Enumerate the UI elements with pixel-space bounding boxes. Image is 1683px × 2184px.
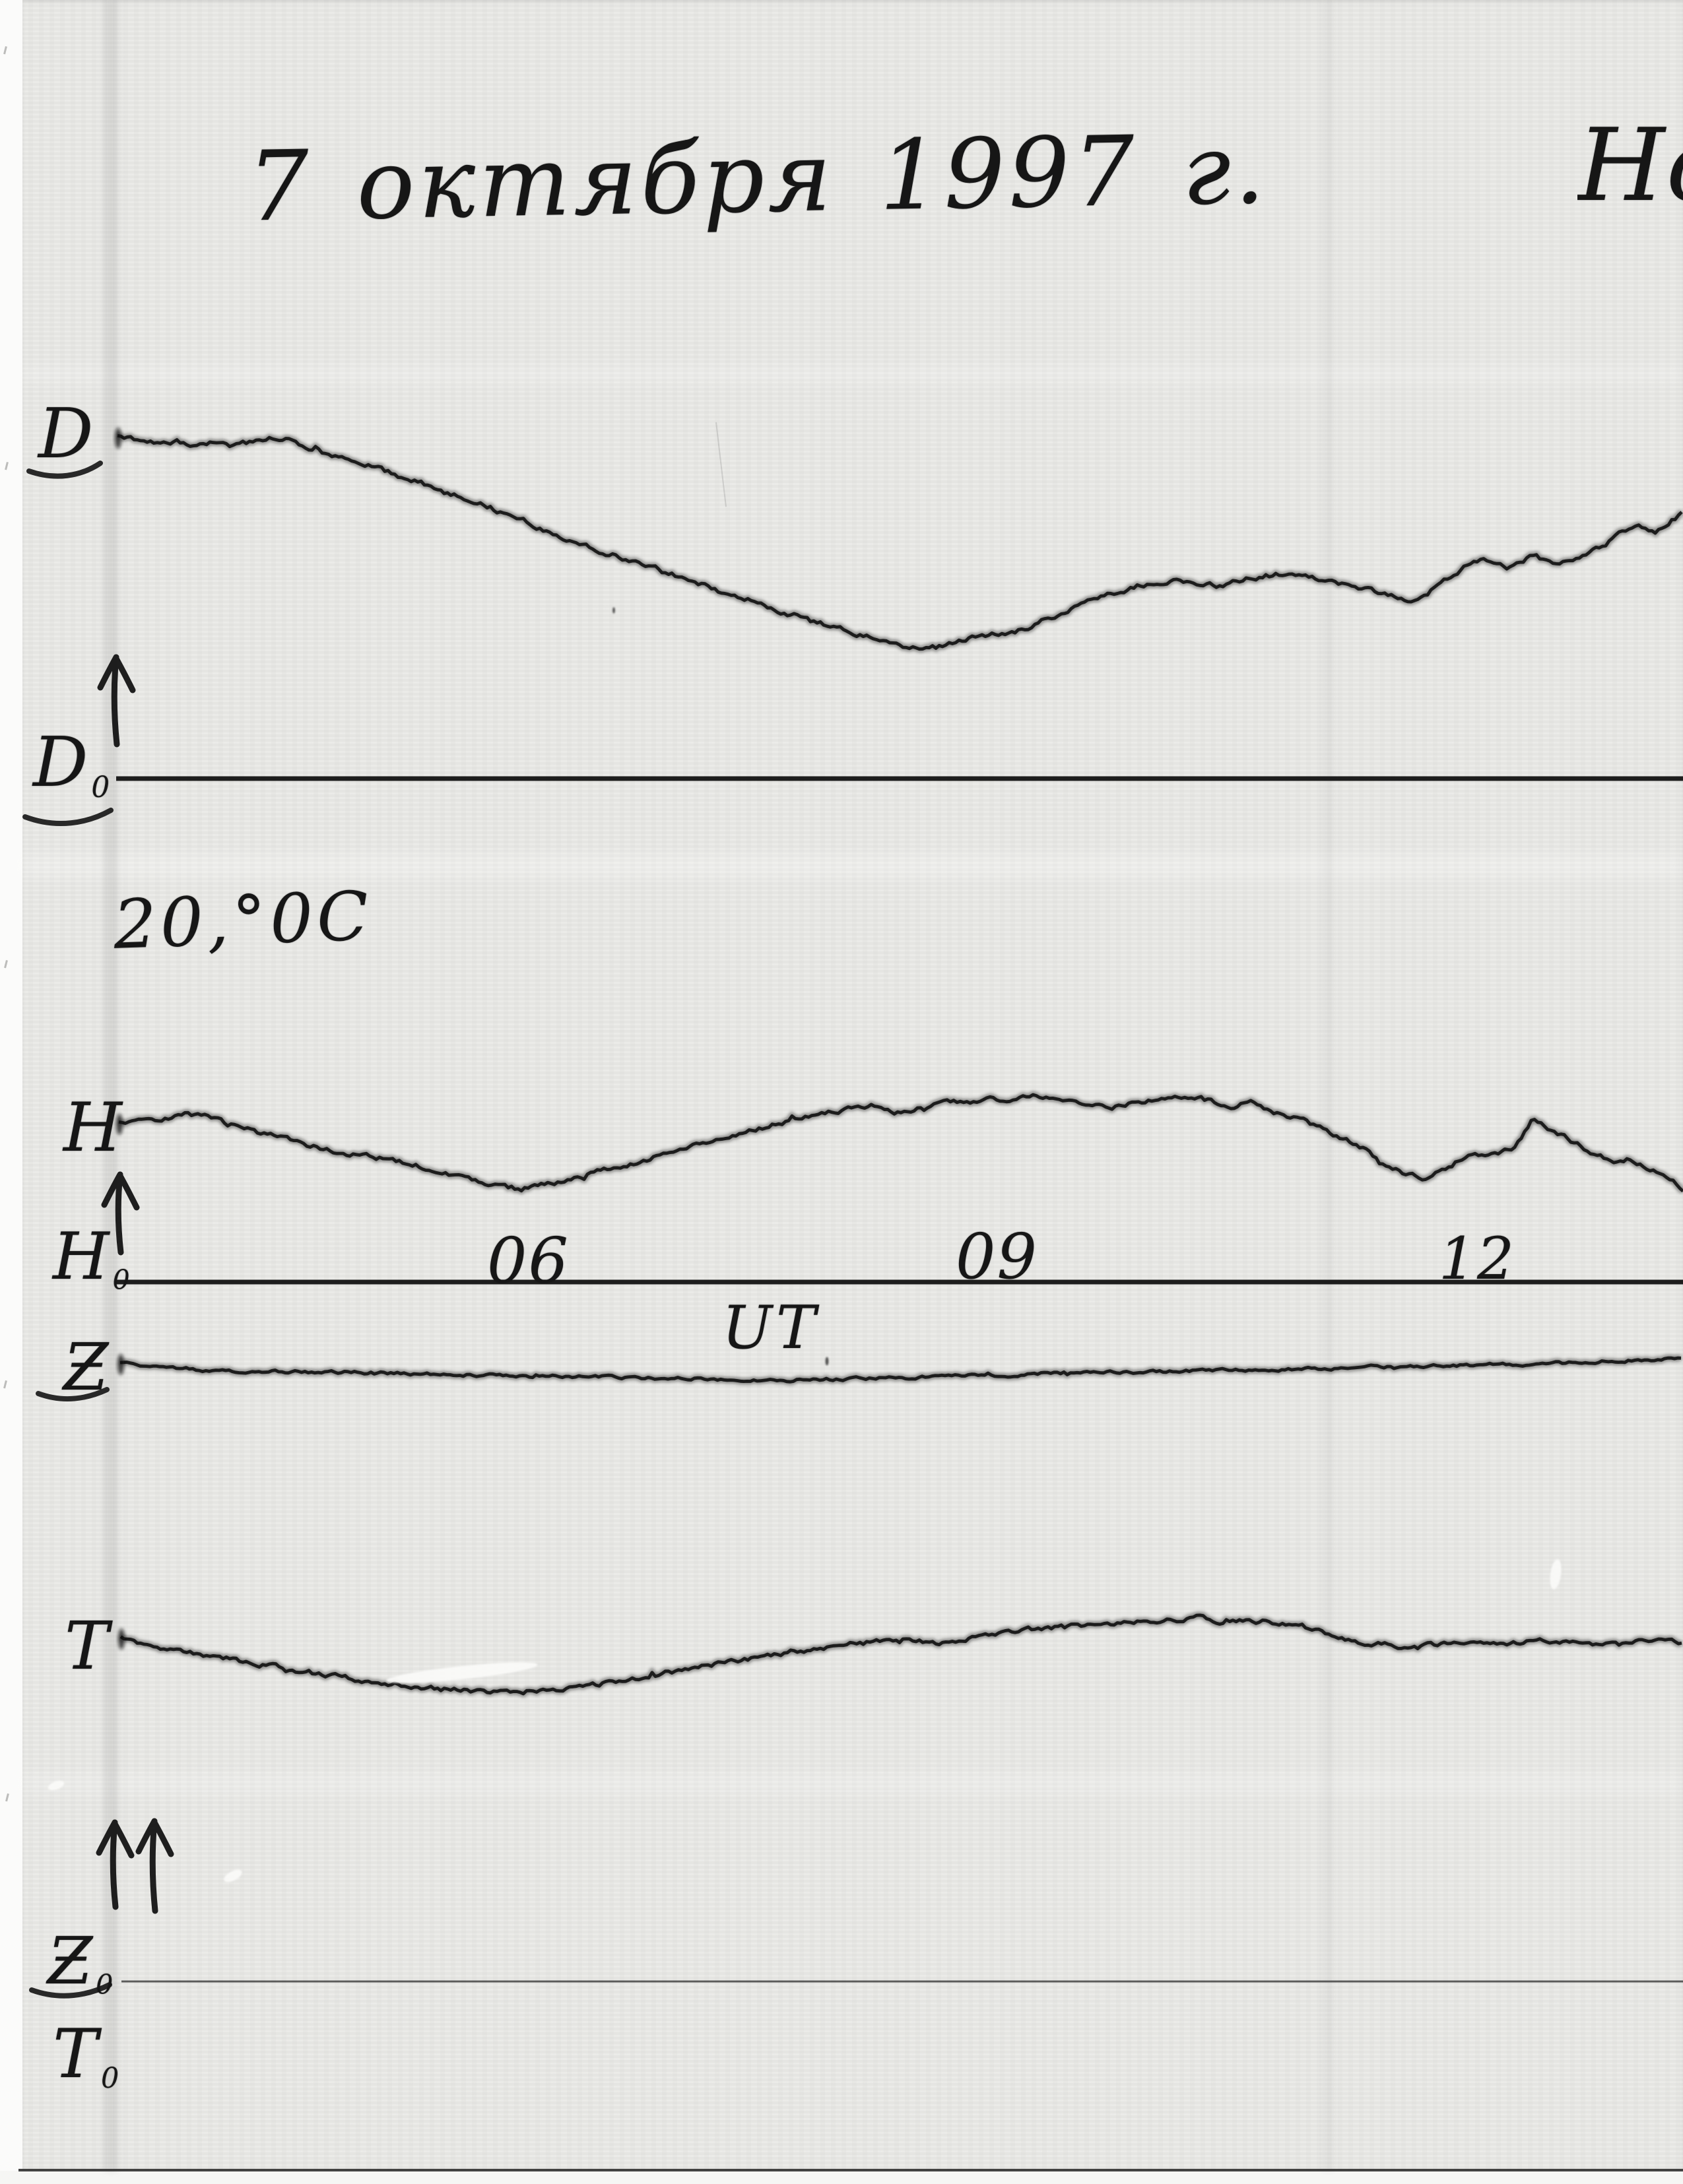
station-name-cutoff: Но: [1577, 107, 1683, 224]
paper-vertical-crease: [1323, 0, 1333, 2171]
baseline-label-d0-sub: 0: [91, 770, 112, 804]
baseline-label-h0-main: H: [53, 1219, 111, 1295]
paper-bottom-edge-area: [0, 2171, 1683, 2184]
baseline-label-z0-sub: 0: [96, 1968, 115, 2001]
trace-label-z: Ƶ: [63, 1330, 110, 1405]
paper-sheet: [22, 0, 1683, 2171]
baseline-label-d0: D0: [33, 722, 111, 804]
paper-fold-band: [22, 1774, 1683, 1793]
paper-fold-band: [22, 854, 1683, 877]
trace-label-d: D: [38, 393, 95, 474]
time-tick-label-12: 12: [1439, 1225, 1515, 1293]
baseline-label-h0: H0: [53, 1219, 131, 1296]
baseline-label-t0: T0: [53, 2015, 120, 2095]
temperature-note: 20,°0C: [112, 877, 374, 965]
baseline-label-t0-main: T: [53, 2015, 100, 2094]
time-tick-label-09: 09: [956, 1221, 1038, 1293]
paper-vertical-crease: [104, 0, 117, 2171]
time-tick-label-06: 06: [487, 1225, 570, 1297]
baseline-label-z0: Ƶ0: [48, 1924, 114, 2001]
trace-label-h: H: [63, 1089, 123, 1167]
time-axis-unit-label: UT: [722, 1293, 820, 1363]
baseline-label-h0-sub: 0: [112, 1264, 131, 1296]
baseline-label-t0-sub: 0: [101, 2062, 121, 2096]
title-date: 7 октября 1997 г.: [246, 113, 1269, 243]
trace-label-t: T: [65, 1607, 110, 1685]
baseline-label-d0-main: D: [33, 722, 90, 802]
baseline-label-z0-main: Ƶ: [48, 1924, 94, 1999]
paper-fold-band: [22, 367, 1683, 381]
